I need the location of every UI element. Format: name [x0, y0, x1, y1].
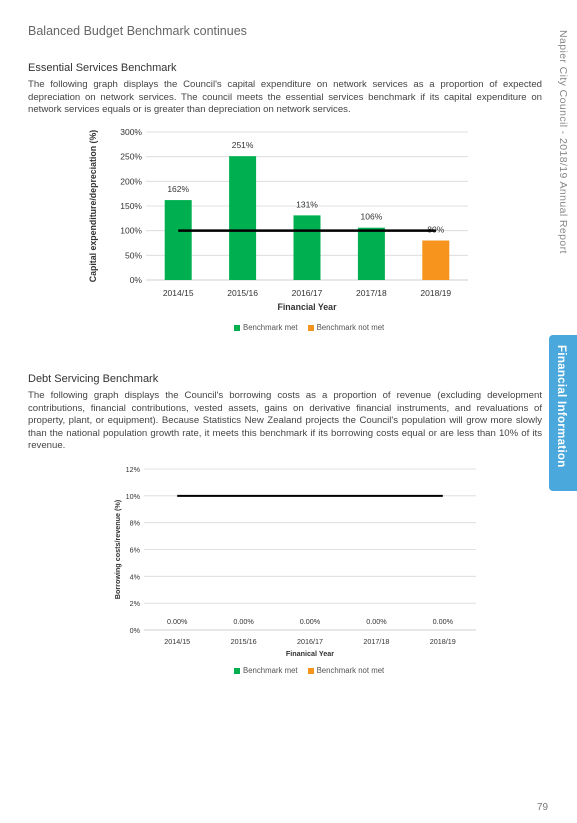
- page-number: 79: [537, 802, 549, 813]
- chart1-x-tick-label: 2014/15: [163, 288, 194, 298]
- chart2-y-tick-label: 12%: [126, 465, 141, 474]
- chart2-data-label: 0.00%: [300, 617, 321, 626]
- chart1-y-axis-label: Capital expenditure/depreciation (%): [88, 130, 98, 283]
- chart2-y-tick-label: 8%: [130, 519, 141, 528]
- essential-services-paragraph: The following graph displays the Council…: [28, 79, 542, 116]
- page-header-title: Balanced Budget Benchmark continues: [28, 24, 247, 38]
- legend-not-met: Benchmark not met: [307, 323, 385, 332]
- chart1-bar: [293, 215, 321, 280]
- legend-not-met-label: Benchmark not met: [316, 666, 385, 675]
- chart1-y-tick-label: 0%: [130, 275, 143, 285]
- chart1-x-tick-label: 2015/16: [227, 288, 258, 298]
- chart2-x-tick-label: 2015/16: [231, 637, 257, 646]
- chart1-y-tick-label: 250%: [120, 152, 142, 162]
- essential-services-chart: 0% 50% 100% 150% 200% 250% 300% 162% 2014/15 251%…: [88, 127, 468, 312]
- chart2-data-label: 0.00%: [366, 617, 387, 626]
- chart1-y-tick-label: 150%: [120, 201, 142, 211]
- chart1-x-axis-label: Financial Year: [277, 302, 337, 312]
- chart2-x-tick-label: 2016/17: [297, 637, 323, 646]
- chart2-x-axis-label: Finanical Year: [286, 649, 334, 658]
- chart1-bar: [229, 156, 257, 280]
- report-title-vertical: Napier City Council - 2018/19 Annual Rep…: [557, 30, 569, 254]
- chart2-y-axis-label: Borrowing costs/revenue (%): [113, 499, 122, 599]
- chart1-x-tick-label: 2016/17: [292, 288, 323, 298]
- chart1-y-tick-label: 200%: [120, 176, 142, 186]
- essential-services-heading: Essential Services Benchmark: [28, 62, 177, 74]
- chart2-x-tick-label: 2017/18: [363, 637, 389, 646]
- debt-servicing-chart: 0% 2% 4% 6% 8% 10% 12% 0.00% 2014/15 0.00% 2015/16…: [113, 465, 476, 658]
- legend-not-met: Benchmark not met: [307, 666, 385, 675]
- legend-met-swatch: [234, 667, 240, 674]
- legend-met-label: Benchmark met: [243, 323, 298, 332]
- chart2-legend: Benchmark met Benchmark not met: [234, 666, 394, 675]
- chart2-y-tick-label: 2%: [130, 599, 141, 608]
- chart2-x-tick-label: 2014/15: [164, 637, 190, 646]
- chart2-data-label: 0.00%: [433, 617, 454, 626]
- chart1-data-label: 131%: [296, 199, 318, 209]
- financial-information-tab[interactable]: Financial Information: [549, 335, 577, 491]
- chart1-legend: Benchmark met Benchmark not met: [234, 323, 394, 332]
- legend-met-swatch: [234, 324, 240, 331]
- chart2-y-tick-label: 6%: [130, 546, 141, 555]
- financial-information-tab-label: Financial Information: [555, 345, 567, 468]
- chart1-x-tick-label: 2017/18: [356, 288, 387, 298]
- legend-met-label: Benchmark met: [243, 666, 298, 675]
- chart1-bar: [422, 240, 450, 280]
- chart1-data-label: 80%: [427, 225, 444, 235]
- legend-not-met-swatch: [307, 324, 314, 331]
- chart2-data-label: 0.00%: [233, 617, 254, 626]
- legend-met: Benchmark met: [234, 666, 298, 675]
- chart1-bar: [357, 227, 385, 280]
- legend-met: Benchmark met: [234, 323, 298, 332]
- chart1-y-tick-label: 100%: [120, 226, 142, 236]
- chart1-data-label: 106%: [361, 212, 383, 222]
- chart1-x-tick-label: 2018/19: [420, 288, 451, 298]
- debt-servicing-paragraph: The following graph displays the Council…: [28, 390, 542, 452]
- chart1-data-label: 251%: [232, 140, 254, 150]
- debt-servicing-heading: Debt Servicing Benchmark: [28, 373, 159, 385]
- chart2-data-label: 0.00%: [167, 617, 188, 626]
- chart2-y-tick-label: 10%: [126, 492, 141, 501]
- legend-not-met-label: Benchmark not met: [316, 323, 385, 332]
- chart1-y-tick-label: 50%: [125, 250, 142, 260]
- chart1-data-label: 162%: [167, 184, 189, 194]
- legend-not-met-swatch: [307, 667, 314, 674]
- chart2-x-tick-label: 2018/19: [430, 637, 456, 646]
- chart1-y-tick-label: 300%: [120, 127, 142, 137]
- chart1-bar: [164, 200, 192, 280]
- chart2-y-tick-label: 4%: [130, 572, 141, 581]
- chart2-y-tick-label: 0%: [130, 626, 141, 635]
